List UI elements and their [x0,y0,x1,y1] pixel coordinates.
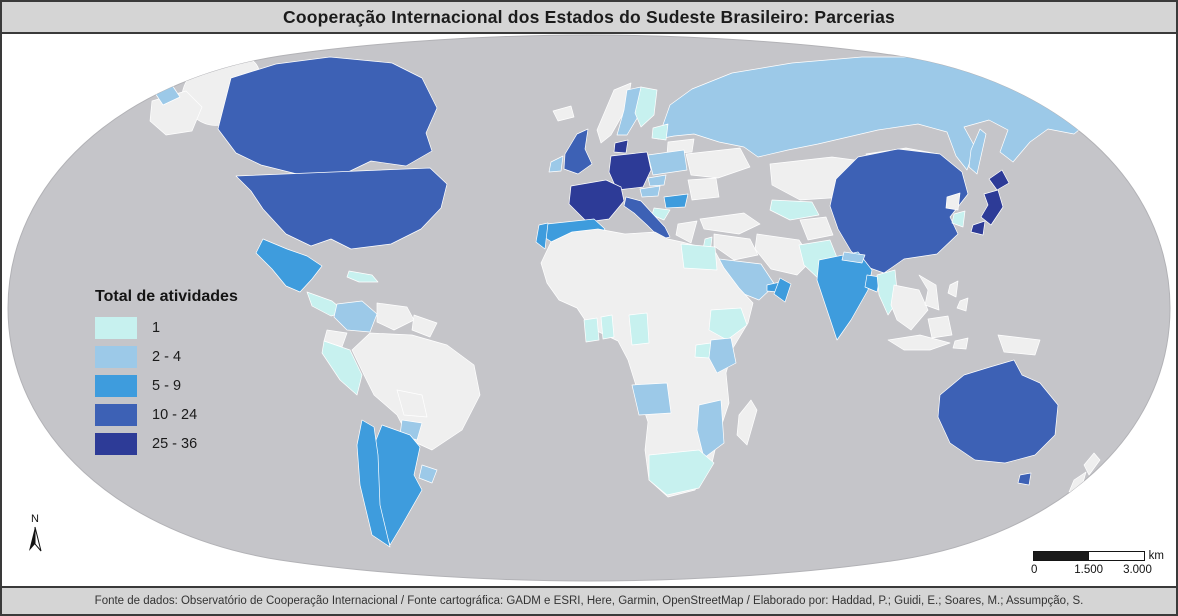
country-austria [639,185,661,198]
country-hungary [663,193,689,209]
country-new-guinea [997,334,1041,356]
country-turkey [699,212,761,235]
legend-swatch-class2 [95,346,137,368]
country-cuba [346,270,379,283]
country-japan [970,169,1010,236]
world-map [7,34,1171,582]
country-benin [600,314,615,340]
country-poland [647,149,688,176]
north-arrow-icon [29,526,42,552]
country-russia [657,56,1091,171]
legend-swatch-class4 [95,404,137,426]
legend-row: 25 - 36 [95,433,238,455]
country-croatia [651,207,671,221]
country-mozambique [696,399,725,459]
legend-swatch-class5 [95,433,137,455]
country-baltics [651,123,669,141]
country-czechia [647,174,667,187]
scale-bar: km 0 1.500 3.000 [1031,550,1164,578]
country-nepal [841,251,866,264]
country-angola [631,382,672,416]
country-afghanistan [799,216,834,241]
country-greece [675,220,698,244]
country-iraq [713,233,759,261]
scale-bar-segment-empty [1088,552,1144,560]
country-thailand [890,284,929,331]
legend-swatch-class3 [95,375,137,397]
footer-bar: Fonte de dados: Observatório de Cooperaç… [2,586,1176,614]
country-ethiopia [708,307,748,341]
legend-label: 5 - 9 [152,378,182,394]
country-bolivia [396,389,428,418]
country-egypt [680,243,718,271]
country-iceland [552,105,575,122]
legend-label: 25 - 36 [152,436,198,452]
country-oman [773,277,792,303]
source-credits: Fonte de dados: Observatório de Cooperaç… [94,595,1084,607]
country-united-states [235,167,448,250]
country-iran [754,233,813,276]
country-uruguay [418,464,438,484]
north-arrow: N [22,514,48,558]
country-peru [321,340,363,396]
country-united-kingdom [563,128,593,175]
country-colombia [333,300,378,333]
country-uganda [694,342,712,359]
legend-row: 5 - 9 [95,375,238,397]
country-cameroon [628,312,650,346]
page-title: Cooperação Internacional dos Estados do … [283,6,895,27]
country-finland [634,86,658,128]
country-turkmenistan [769,199,820,221]
country-bangladesh [864,274,881,293]
legend-row: 1 [95,317,238,339]
country-romania [687,177,720,201]
country-north-korea [945,192,961,211]
country-brazil [351,332,481,451]
country-sakhalin [968,128,987,175]
scale-tick: 1.500 [1074,564,1104,576]
country-venezuela [376,302,415,331]
country-canada [217,56,438,176]
legend-row: 2 - 4 [95,346,238,368]
country-portugal [535,222,549,250]
country-ireland [548,155,564,173]
legend-title: Total de atividades [95,288,238,305]
map-canvas: Total de atividades 1 2 - 4 5 - 9 10 - 2… [2,34,1176,586]
scale-tick: 3.000 [1123,564,1152,576]
country-australia [937,359,1059,486]
country-chile [356,419,391,548]
country-indonesia [887,334,969,351]
country-philippines [947,280,969,312]
scale-tick: 0 [1031,564,1038,576]
scale-bar-unit: km [1148,550,1164,562]
country-belarus [666,138,695,155]
country-vietnam [918,274,940,311]
country-south-korea [951,210,966,228]
legend-label: 2 - 4 [152,349,182,365]
country-ghana [583,317,600,343]
country-ukraine [685,147,751,179]
country-guyanas [411,314,438,338]
legend-row: 10 - 24 [95,404,238,426]
north-arrow-label: N [31,513,39,525]
legend-label: 1 [152,320,161,336]
country-south-africa [648,449,715,496]
country-madagascar [736,399,758,446]
country-china [829,148,969,274]
country-germany [608,151,652,191]
country-kenya [708,337,737,374]
country-mexico [255,238,323,293]
country-denmark [613,139,629,154]
legend: Total de atividades 1 2 - 4 5 - 9 10 - 2… [95,288,238,462]
country-borneo [927,315,953,339]
legend-swatch-class1 [95,317,137,339]
country-france [568,179,625,223]
scale-bar-graphic [1032,551,1145,561]
legend-label: 10 - 24 [152,407,198,423]
scale-bar-segment-filled [1033,552,1089,560]
title-bar: Cooperação Internacional dos Estados do … [2,2,1176,34]
scale-bar-ticks: 0 1.500 3.000 [1031,564,1152,578]
